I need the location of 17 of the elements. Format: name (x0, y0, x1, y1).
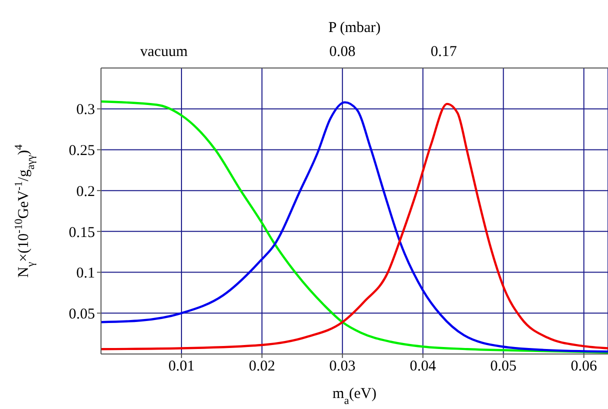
x-tick-label: 0.01 (168, 358, 195, 375)
y-tick-label: 0.3 (76, 102, 95, 118)
x-axis-title: m$_{a}$(eV) (332, 386, 377, 407)
text: 0.08 (329, 44, 356, 60)
text: P (mbar) (328, 20, 381, 36)
y-tick-label: 0.15 (68, 224, 95, 241)
x-tick-label: 0.03 (329, 358, 356, 375)
text: vacuum (140, 44, 188, 60)
y-tick-label: 0.05 (68, 306, 95, 322)
x-tick-label: 0.04 (410, 358, 437, 375)
x-tick-label: 0.05 (490, 358, 517, 375)
x-tick-label: 0.02 (248, 358, 276, 375)
y-tick-label: 0.25 (68, 143, 95, 160)
y-tick-label: 0.2 (76, 184, 95, 200)
x-tick-label: 0.06 (570, 358, 598, 375)
text: 0.17 (430, 44, 458, 60)
y-tick-label: 0.1 (76, 266, 95, 282)
